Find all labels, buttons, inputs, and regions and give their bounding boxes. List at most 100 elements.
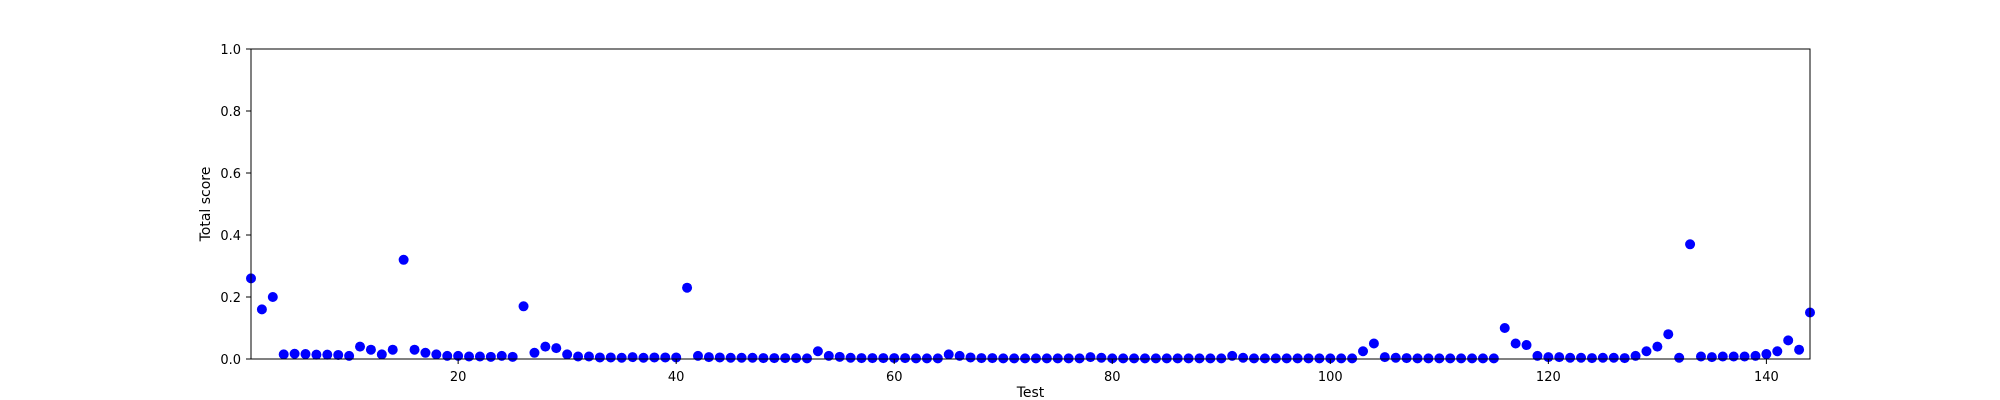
- data-point: [442, 350, 453, 361]
- data-point: [682, 282, 693, 293]
- data-point: [1270, 353, 1281, 364]
- data-point: [1565, 352, 1576, 363]
- data-point: [540, 341, 551, 352]
- data-point: [932, 353, 943, 364]
- data-point: [594, 352, 605, 363]
- data-point: [256, 304, 267, 315]
- data-point: [1445, 353, 1456, 364]
- data-point: [583, 351, 594, 362]
- data-point: [464, 351, 475, 362]
- data-point: [278, 349, 289, 360]
- data-point: [289, 348, 300, 359]
- data-point: [1619, 353, 1630, 364]
- data-point: [1194, 353, 1205, 364]
- data-point: [1030, 353, 1041, 364]
- data-point: [1456, 353, 1467, 364]
- data-point: [900, 353, 911, 364]
- data-point: [845, 352, 856, 363]
- data-point: [1532, 350, 1543, 361]
- data-point: [573, 351, 584, 362]
- x-axis-label: Test: [1016, 385, 1045, 400]
- data-point: [649, 352, 660, 363]
- data-point: [1554, 352, 1565, 363]
- data-point: [1783, 335, 1794, 346]
- data-points: [246, 239, 1815, 364]
- data-point: [1586, 353, 1597, 364]
- data-point: [507, 351, 518, 362]
- data-point: [1608, 352, 1619, 363]
- data-point: [1761, 349, 1772, 360]
- data-point: [1674, 352, 1685, 363]
- data-point: [1641, 346, 1652, 357]
- data-point: [1020, 353, 1031, 364]
- data-point: [1467, 353, 1478, 364]
- data-point: [856, 353, 867, 364]
- data-point: [1227, 350, 1238, 361]
- data-point: [562, 349, 573, 360]
- x-tick-label: 100: [1318, 370, 1343, 385]
- data-point: [1096, 352, 1107, 363]
- data-point: [420, 347, 431, 358]
- y-tick-label: 0.0: [220, 353, 241, 368]
- data-point: [747, 352, 758, 363]
- data-point: [791, 353, 802, 364]
- x-tick-label: 20: [450, 370, 467, 385]
- data-point: [1750, 350, 1761, 361]
- data-point: [1401, 353, 1412, 364]
- data-point: [1576, 352, 1587, 363]
- data-point: [1172, 353, 1183, 364]
- data-point: [1150, 353, 1161, 364]
- data-point: [998, 353, 1009, 364]
- data-point: [1390, 352, 1401, 363]
- data-point: [453, 350, 464, 361]
- data-point: [1009, 353, 1020, 364]
- y-tick-label: 0.8: [220, 105, 241, 120]
- data-point: [344, 350, 355, 361]
- data-point: [551, 343, 562, 354]
- data-point: [1739, 351, 1750, 362]
- data-point: [1488, 353, 1499, 364]
- data-point: [1510, 338, 1521, 349]
- data-point: [1685, 239, 1696, 250]
- data-point: [1118, 353, 1129, 364]
- data-point: [1292, 353, 1303, 364]
- data-point: [605, 352, 616, 363]
- data-point: [1248, 353, 1259, 364]
- x-axis: 20 40 60 80 100 120 140: [450, 359, 1779, 385]
- data-point: [300, 349, 311, 360]
- data-point: [1368, 338, 1379, 349]
- y-tick-label: 1.0: [220, 43, 241, 58]
- data-point: [1521, 340, 1532, 351]
- data-point: [1663, 329, 1674, 340]
- data-point: [333, 349, 344, 360]
- data-point: [834, 351, 845, 362]
- x-tick-label: 60: [886, 370, 903, 385]
- data-point: [1063, 353, 1074, 364]
- data-point: [725, 352, 736, 363]
- data-point: [1695, 351, 1706, 362]
- data-point: [638, 352, 649, 363]
- data-point: [485, 351, 496, 362]
- data-point: [660, 352, 671, 363]
- data-point: [780, 353, 791, 364]
- y-tick-label: 0.4: [220, 229, 241, 244]
- data-point: [802, 353, 813, 364]
- data-point: [1728, 351, 1739, 362]
- data-point: [1412, 353, 1423, 364]
- data-point: [398, 254, 409, 265]
- data-point: [627, 352, 638, 363]
- data-point: [355, 341, 366, 352]
- y-tick-label: 0.6: [220, 167, 241, 182]
- data-point: [1423, 353, 1434, 364]
- data-point: [1139, 353, 1150, 364]
- data-point: [1107, 353, 1118, 364]
- data-point: [692, 350, 703, 361]
- data-point: [474, 351, 485, 362]
- x-tick-label: 120: [1536, 370, 1561, 385]
- data-point: [376, 349, 387, 360]
- data-point: [812, 346, 823, 357]
- data-point: [965, 352, 976, 363]
- data-point: [703, 352, 714, 363]
- data-point: [1652, 341, 1663, 352]
